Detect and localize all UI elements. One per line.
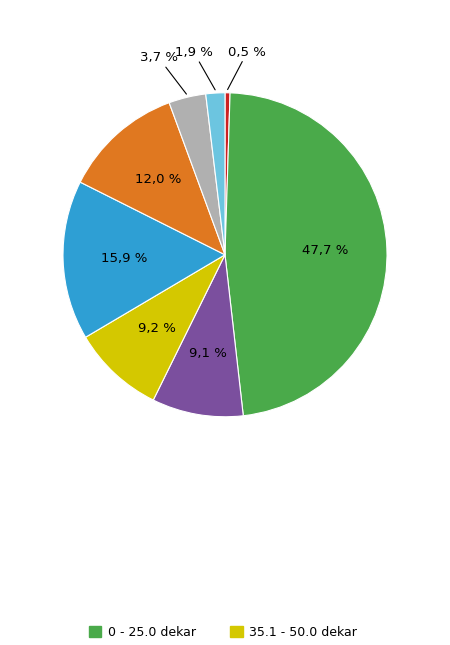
Text: 9,1 %: 9,1 %	[189, 347, 227, 360]
Wedge shape	[86, 255, 225, 400]
Wedge shape	[153, 255, 243, 417]
Wedge shape	[225, 93, 387, 416]
Text: 0,5 %: 0,5 %	[228, 46, 266, 90]
Text: 12,0 %: 12,0 %	[135, 174, 181, 186]
Wedge shape	[80, 103, 225, 255]
Wedge shape	[225, 93, 230, 255]
Text: 3,7 %: 3,7 %	[140, 52, 186, 94]
Text: 9,2 %: 9,2 %	[138, 322, 176, 335]
Text: 47,7 %: 47,7 %	[302, 244, 349, 257]
Legend: 0 - 25.0 dekar, 100 - 199 dekar, 25.1 - 35.0 dekar, 200 - 299 dekar, 35.1 - 50.0: 0 - 25.0 dekar, 100 - 199 dekar, 25.1 - …	[89, 626, 361, 645]
Text: 15,9 %: 15,9 %	[101, 252, 148, 264]
Text: 1,9 %: 1,9 %	[175, 46, 215, 90]
Wedge shape	[63, 182, 225, 337]
Wedge shape	[206, 93, 225, 255]
Wedge shape	[169, 94, 225, 255]
